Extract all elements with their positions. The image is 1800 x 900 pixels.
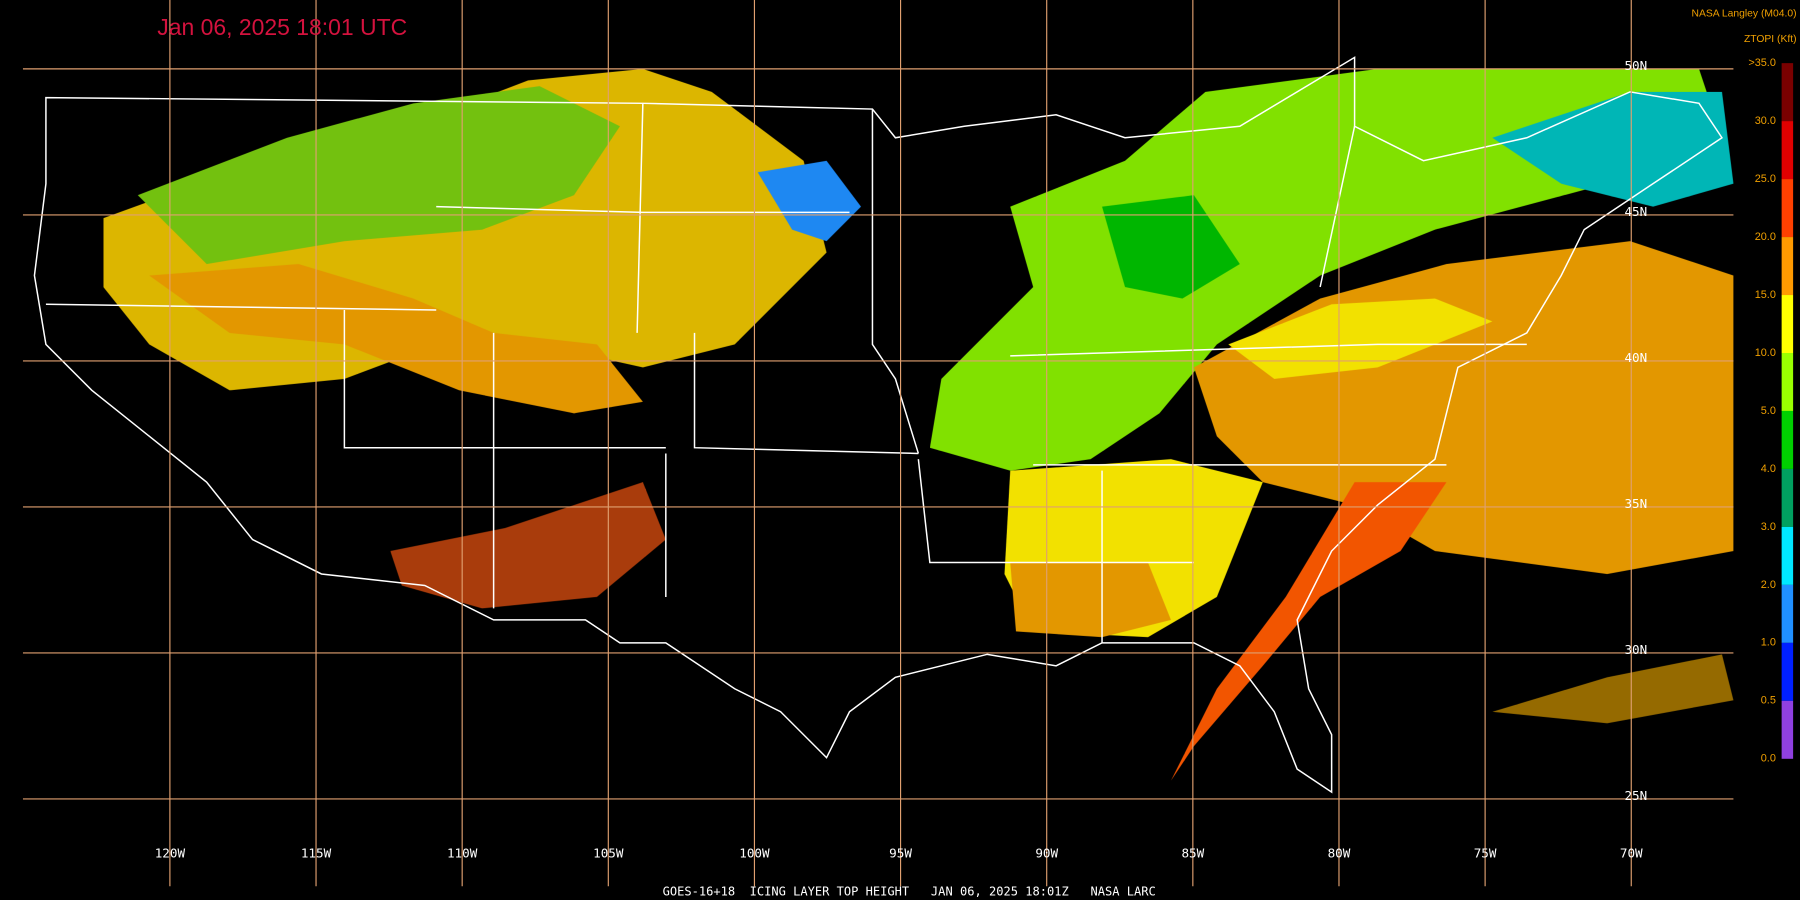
- latitude-label: 35N: [1624, 496, 1647, 511]
- colorbar-segment: [1781, 121, 1794, 180]
- colorbar-label: 0.0: [1761, 753, 1776, 765]
- colorbar-segment: [1781, 468, 1794, 527]
- colorbar-segment: [1781, 63, 1794, 122]
- latitude-label: 40N: [1624, 350, 1647, 365]
- colorbar-label: 4.0: [1761, 463, 1776, 475]
- colorbar-segment: [1781, 584, 1794, 643]
- colorbar-label: 15.0: [1755, 289, 1776, 301]
- longitude-label: 110W: [447, 846, 478, 861]
- latitude-label: 25N: [1624, 788, 1647, 803]
- colorbar-segment: [1781, 700, 1794, 759]
- longitude-label: 70W: [1620, 846, 1643, 861]
- longitude-label: 90W: [1035, 846, 1058, 861]
- longitude-label: 80W: [1328, 846, 1351, 861]
- longitude-label: 95W: [889, 846, 912, 861]
- longitude-label: 105W: [593, 846, 624, 861]
- colorbar-segment: [1781, 410, 1794, 469]
- footer: GOES-16+18 ICING LAYER TOP HEIGHT JAN 06…: [663, 884, 1156, 898]
- colorbar-segment: [1781, 295, 1794, 353]
- colorbar-segment: [1781, 237, 1794, 296]
- colorbar-label: 20.0: [1755, 231, 1776, 243]
- colorbar-segment: [1781, 352, 1794, 411]
- colorbar-segment: [1781, 526, 1794, 585]
- source-label: NASA Langley (M04.0): [1691, 9, 1796, 20]
- latitude-label: 50N: [1624, 58, 1647, 73]
- colorbar-label: 0.5: [1761, 695, 1776, 707]
- longitude-label: 120W: [155, 846, 186, 861]
- boundaries: [33, 56, 1723, 794]
- map-title: Jan 06, 2025 18:01 UTC: [157, 14, 407, 40]
- colorbar-label: 30.0: [1755, 115, 1776, 127]
- colorbar-label: 25.0: [1755, 173, 1776, 185]
- colorbar-title: ZTOPI (Kft): [1744, 34, 1797, 45]
- colorbar-segment: [1781, 179, 1794, 238]
- longitude-label: 75W: [1474, 846, 1497, 861]
- latitude-label: 45N: [1624, 204, 1647, 219]
- colorbar-label: 1.0: [1761, 637, 1776, 649]
- cloud-imagery: [103, 68, 1734, 781]
- colorbar-label: 5.0: [1761, 405, 1776, 417]
- colorbar-label: >35.0: [1748, 57, 1776, 69]
- longitude-label: 100W: [739, 846, 770, 861]
- longitude-label: 115W: [301, 846, 332, 861]
- latitude-label: 30N: [1624, 642, 1647, 657]
- lat-lon-grid: [22, 0, 1734, 887]
- labels: 120W 115W 110W 105W 100W 95W 90W 85W 80W 75W 70W 50…: [155, 58, 1648, 861]
- colorbar-label: 3.0: [1761, 521, 1776, 533]
- colorbar-label: 2.0: [1761, 579, 1776, 591]
- colorbar-label: 10.0: [1755, 347, 1776, 359]
- colorbar-segment: [1781, 642, 1794, 701]
- longitude-label: 85W: [1181, 846, 1204, 861]
